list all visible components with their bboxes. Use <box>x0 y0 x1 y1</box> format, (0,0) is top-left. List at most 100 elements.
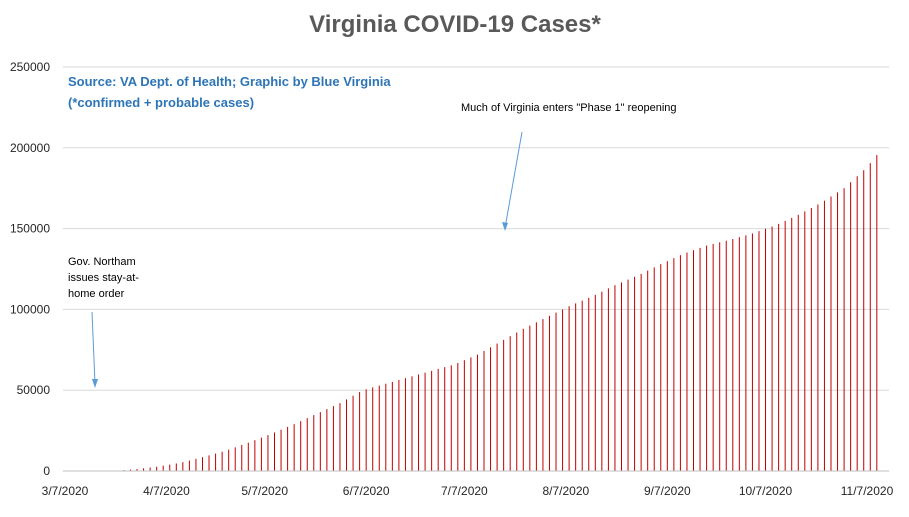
bar <box>784 220 786 471</box>
bar <box>725 240 727 471</box>
bar <box>634 276 636 471</box>
bar <box>693 250 695 471</box>
source-annotation-line2: (*confirmed + probable cases) <box>68 95 254 110</box>
bar <box>856 176 858 471</box>
bar <box>241 445 243 471</box>
chart-title: Virginia COVID-19 Cases* <box>309 11 601 38</box>
x-tick-label: 11/7/2020 <box>841 484 894 498</box>
bar <box>162 465 164 471</box>
bar <box>182 462 184 471</box>
bar <box>156 466 158 471</box>
bar <box>293 424 295 471</box>
bar <box>470 357 472 471</box>
bar <box>548 315 550 471</box>
bar <box>319 412 321 471</box>
stay-home-arrow <box>91 311 96 385</box>
bar <box>476 354 478 471</box>
bar <box>529 325 531 471</box>
bar <box>444 367 446 471</box>
bar <box>719 242 721 471</box>
bar <box>594 294 596 471</box>
bar <box>869 163 871 471</box>
bar-series <box>116 155 878 472</box>
bar <box>666 261 668 471</box>
bar <box>221 451 223 471</box>
bar <box>660 264 662 471</box>
bar <box>418 374 420 471</box>
bar <box>817 204 819 472</box>
bar <box>378 385 380 471</box>
bar <box>398 380 400 471</box>
bar <box>732 238 734 471</box>
x-tick-label: 10/7/2020 <box>739 484 793 498</box>
bar <box>129 469 131 471</box>
bar <box>706 245 708 471</box>
y-tick-label: 150000 <box>10 222 50 236</box>
bar <box>797 214 799 472</box>
bar <box>424 372 426 471</box>
x-axis-tick-labels: 3/7/2020 4/7/2020 5/7/2020 6/7/2020 7/7/2020… <box>42 484 894 498</box>
bar <box>208 455 210 471</box>
bar <box>778 223 780 471</box>
bar <box>346 399 348 471</box>
bar <box>365 389 367 471</box>
source-annotation-line1: Source: VA Dept. of Health; Graphic by B… <box>68 74 391 89</box>
bar <box>791 217 793 471</box>
stay-home-arrowhead <box>92 379 98 388</box>
gridlines <box>63 66 889 391</box>
bar <box>247 442 249 471</box>
bar <box>143 468 145 471</box>
bar <box>640 273 642 471</box>
bar <box>745 235 747 471</box>
bar <box>359 392 361 471</box>
bar <box>699 247 701 471</box>
bar <box>287 426 289 471</box>
y-tick-label: 0 <box>43 464 50 478</box>
bar <box>201 457 203 471</box>
bar <box>332 406 334 471</box>
bar <box>280 429 282 471</box>
bar <box>823 200 825 472</box>
y-tick-label: 200000 <box>10 141 50 155</box>
bar <box>673 258 675 471</box>
bar <box>535 322 537 471</box>
x-tick-label: 9/7/2020 <box>644 484 691 498</box>
y-tick-label: 50000 <box>17 383 51 397</box>
x-tick-label: 4/7/2020 <box>143 484 190 498</box>
bar <box>228 449 230 471</box>
bar <box>175 463 177 471</box>
phase1-annotation: Much of Virginia enters "Phase 1" reopen… <box>461 102 677 114</box>
y-axis-tick-labels: 0 50000 100000 150000 200000 250000 <box>10 60 50 478</box>
x-tick-label: 5/7/2020 <box>241 484 288 498</box>
x-tick-label: 3/7/2020 <box>42 484 89 498</box>
bar <box>758 231 760 471</box>
bar <box>431 370 433 471</box>
bar <box>837 192 839 472</box>
bar <box>588 297 590 471</box>
bar <box>607 288 609 471</box>
bar <box>614 285 616 471</box>
bar <box>260 437 262 471</box>
bar <box>457 362 459 471</box>
bar <box>188 460 190 471</box>
x-tick-label: 6/7/2020 <box>343 484 390 498</box>
bar <box>215 453 217 471</box>
bar <box>653 267 655 471</box>
bar <box>804 211 806 471</box>
x-tick-label: 8/7/2020 <box>542 484 589 498</box>
y-tick-label: 250000 <box>10 60 50 74</box>
bar <box>627 279 629 471</box>
bar <box>581 300 583 471</box>
bar <box>136 469 138 471</box>
bar <box>562 309 564 471</box>
bar <box>352 395 354 471</box>
bar <box>391 381 393 471</box>
bar <box>843 188 845 471</box>
bar <box>300 421 302 471</box>
bar <box>679 255 681 471</box>
bar <box>234 447 236 471</box>
bar <box>810 207 812 471</box>
bar <box>601 291 603 471</box>
